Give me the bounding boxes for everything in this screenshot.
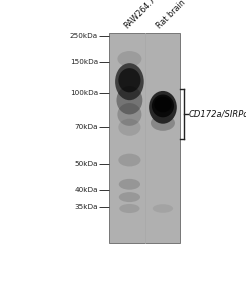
Text: 35kDa: 35kDa (75, 204, 98, 210)
Ellipse shape (118, 154, 140, 166)
Text: 50kDa: 50kDa (75, 161, 98, 167)
Ellipse shape (151, 115, 175, 131)
Text: CD172a/SIRPα: CD172a/SIRPα (189, 109, 246, 118)
Ellipse shape (154, 97, 172, 112)
Ellipse shape (119, 179, 140, 190)
Ellipse shape (117, 86, 142, 115)
Ellipse shape (119, 192, 140, 202)
Text: 150kDa: 150kDa (70, 59, 98, 65)
Ellipse shape (117, 51, 141, 67)
Ellipse shape (152, 94, 174, 117)
Text: 40kDa: 40kDa (75, 187, 98, 193)
Ellipse shape (118, 119, 140, 136)
Text: Rat brain: Rat brain (155, 0, 187, 30)
Text: RAW264.7: RAW264.7 (123, 0, 158, 30)
Ellipse shape (149, 91, 177, 124)
Text: 100kDa: 100kDa (70, 90, 98, 96)
Ellipse shape (117, 103, 141, 126)
Ellipse shape (119, 204, 139, 213)
Ellipse shape (115, 63, 144, 100)
Text: 70kDa: 70kDa (75, 124, 98, 130)
Text: 250kDa: 250kDa (70, 33, 98, 39)
Ellipse shape (118, 68, 140, 92)
Ellipse shape (153, 204, 173, 213)
Bar (109, 33, 180, 243)
